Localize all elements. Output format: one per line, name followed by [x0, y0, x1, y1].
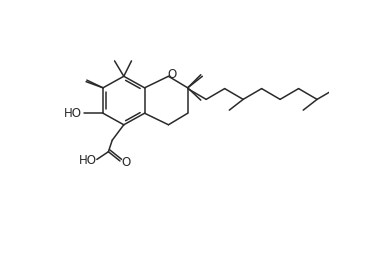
- Text: HO: HO: [64, 107, 82, 120]
- Text: O: O: [121, 156, 131, 169]
- Text: HO: HO: [79, 154, 97, 168]
- Text: O: O: [168, 68, 177, 81]
